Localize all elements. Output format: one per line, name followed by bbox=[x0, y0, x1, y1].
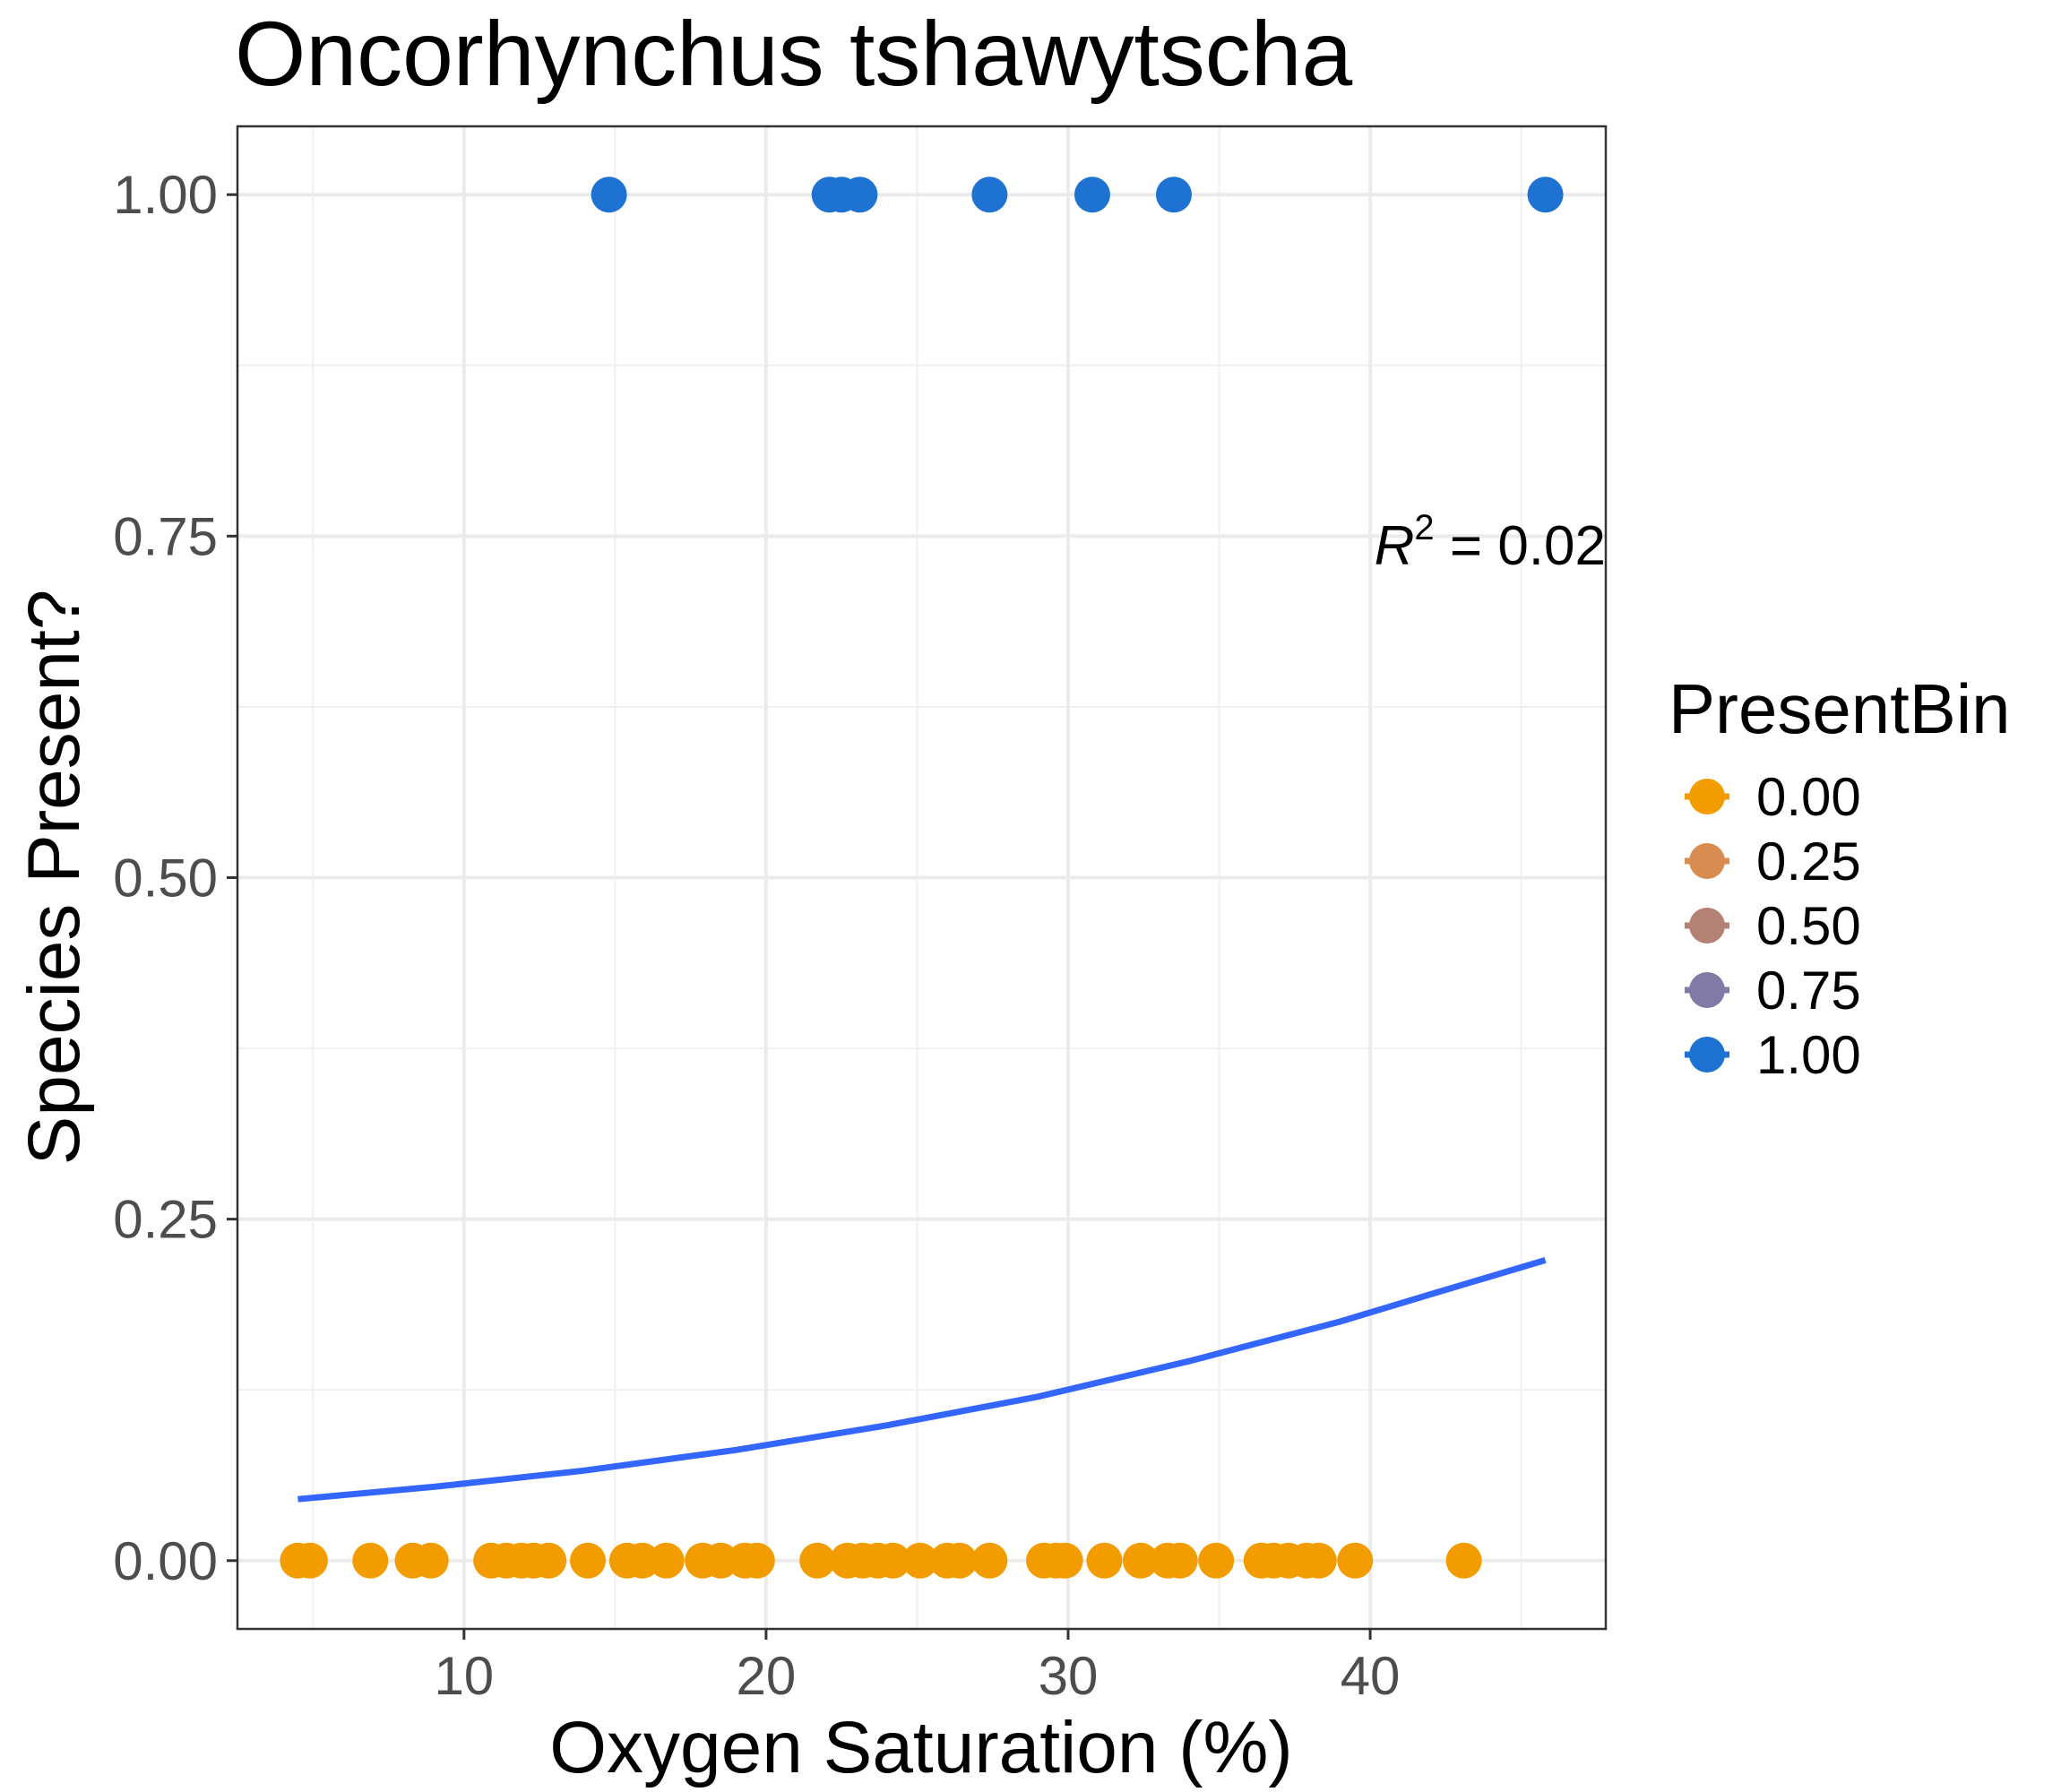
r-squared-exponent: 2 bbox=[1414, 508, 1434, 547]
data-point bbox=[1074, 177, 1110, 213]
data-point bbox=[530, 1542, 567, 1579]
data-point bbox=[1527, 177, 1564, 213]
fit-line bbox=[298, 1257, 1547, 1503]
data-point bbox=[971, 1542, 1008, 1579]
y-tick-label: 1.00 bbox=[113, 165, 218, 225]
data-point bbox=[1445, 1542, 1482, 1579]
legend-label: 0.25 bbox=[1756, 831, 1861, 892]
y-tick-label: 0.75 bbox=[113, 506, 218, 566]
legend-entry: 1.00 bbox=[1685, 1025, 1861, 1085]
data-point bbox=[570, 1542, 607, 1579]
legend-entry: 0.75 bbox=[1685, 961, 1861, 1021]
legend-title: PresentBin bbox=[1669, 669, 2011, 748]
y-tick-label: 0.00 bbox=[113, 1531, 218, 1591]
x-axis: 10 20 30 40 bbox=[434, 1629, 1400, 1706]
grid-major bbox=[237, 126, 1606, 1629]
plot-area bbox=[236, 125, 1608, 1631]
legend-entries: 0.000.250.500.751.00 bbox=[1685, 767, 1861, 1085]
data-point bbox=[291, 1542, 328, 1579]
data-point bbox=[1047, 1542, 1083, 1579]
legend-key-point bbox=[1689, 1037, 1725, 1073]
x-tick-label: 10 bbox=[434, 1646, 494, 1706]
r-squared-value: = 0.02 bbox=[1435, 515, 1606, 577]
data-point bbox=[352, 1542, 389, 1579]
legend-entry: 0.25 bbox=[1685, 831, 1861, 892]
y-tick-label: 0.50 bbox=[113, 849, 218, 909]
data-point bbox=[1155, 177, 1192, 213]
legend-label: 0.75 bbox=[1756, 961, 1861, 1021]
data-point bbox=[875, 1542, 911, 1579]
data-point bbox=[901, 1542, 938, 1579]
legend-key-point bbox=[1689, 908, 1725, 943]
data-point bbox=[591, 177, 627, 213]
x-tick-label: 20 bbox=[737, 1646, 797, 1706]
data-points bbox=[280, 177, 1564, 1579]
data-point bbox=[648, 1542, 685, 1579]
legend-label: 0.50 bbox=[1756, 896, 1861, 956]
data-point bbox=[1122, 1542, 1159, 1579]
x-tick-label: 40 bbox=[1341, 1646, 1401, 1706]
data-point bbox=[1337, 1542, 1374, 1579]
y-axis: 0.00 0.25 0.50 0.75 1.00 bbox=[113, 165, 237, 1591]
legend: PresentBin 0.000.250.500.751.00 bbox=[1669, 669, 2011, 1085]
data-point bbox=[971, 177, 1008, 213]
data-point bbox=[1300, 1542, 1337, 1579]
data-point bbox=[412, 1542, 449, 1579]
data-point bbox=[799, 1542, 836, 1579]
legend-entry: 0.50 bbox=[1685, 896, 1861, 956]
data-point bbox=[738, 1542, 775, 1579]
legend-key-point bbox=[1689, 972, 1725, 1008]
legend-key-point bbox=[1689, 779, 1725, 814]
legend-label: 0.00 bbox=[1756, 767, 1861, 827]
data-point bbox=[841, 177, 878, 213]
y-tick-label: 0.25 bbox=[113, 1190, 218, 1250]
data-point bbox=[1086, 1542, 1123, 1579]
data-point bbox=[1198, 1542, 1235, 1579]
chart-title: Oncorhynchus tshawytscha bbox=[235, 3, 1353, 105]
legend-key-point bbox=[1689, 843, 1725, 879]
r-squared-symbol: R bbox=[1375, 515, 1415, 577]
legend-label: 1.00 bbox=[1756, 1025, 1861, 1085]
data-point bbox=[1161, 1542, 1198, 1579]
x-tick-label: 30 bbox=[1039, 1646, 1099, 1706]
x-axis-title: Oxygen Saturation (%) bbox=[549, 1707, 1293, 1788]
data-point bbox=[941, 1542, 978, 1579]
y-axis-title: Species Present? bbox=[13, 590, 95, 1166]
r-squared-annotation: R2 = 0.02 bbox=[1375, 508, 1606, 577]
legend-entry: 0.00 bbox=[1685, 767, 1861, 827]
